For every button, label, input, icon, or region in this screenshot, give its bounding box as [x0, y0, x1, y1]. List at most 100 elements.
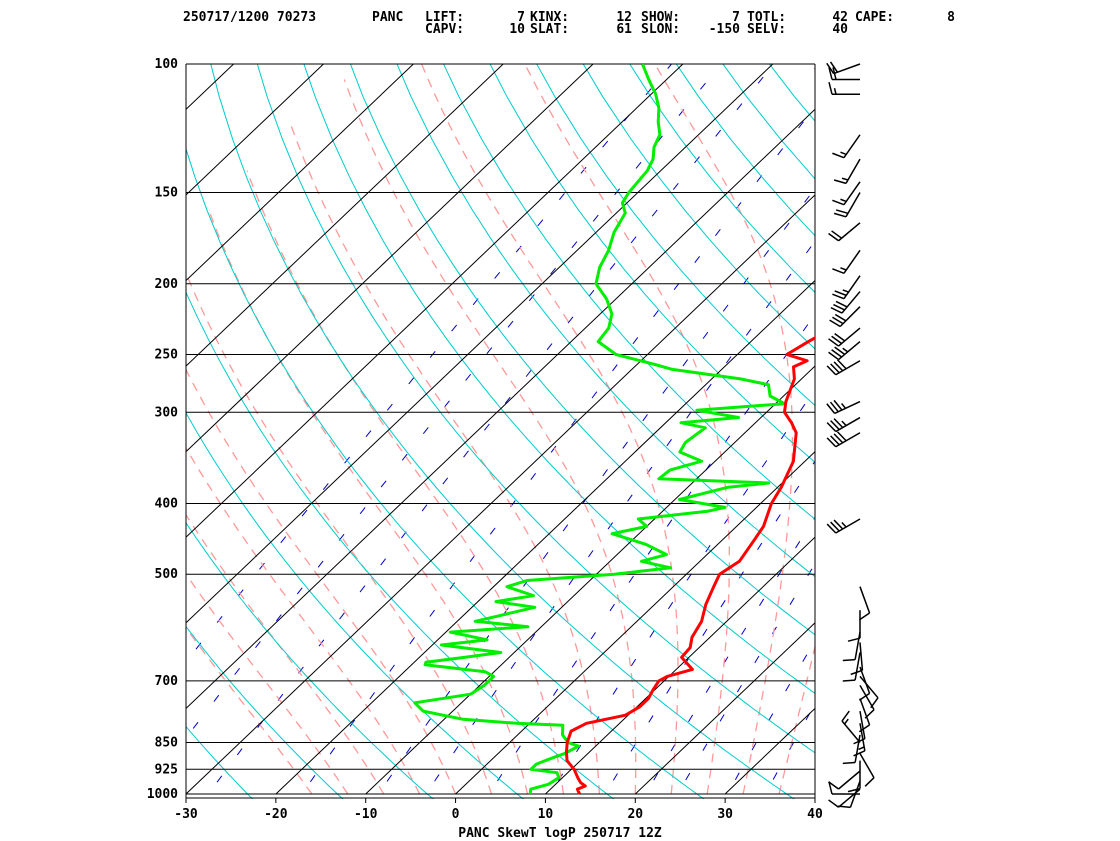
wind-barb-half-feather	[845, 719, 849, 724]
temperature-tick-label: -20	[264, 807, 288, 822]
wind-barb-half-feather	[842, 523, 846, 527]
wind-barb	[859, 587, 869, 620]
wind-barb-half-feather	[840, 152, 846, 154]
wind-barb	[832, 276, 860, 299]
wind-barb-staff	[846, 193, 860, 217]
wind-barb-feather	[865, 778, 874, 787]
wind-barb-staff	[860, 642, 862, 670]
wind-barb	[834, 193, 860, 217]
wind-barb-staff	[846, 159, 860, 183]
pressure-tick-label: 500	[155, 567, 179, 582]
wind-barb-staff	[844, 182, 860, 205]
wind-barb	[829, 771, 860, 789]
wind-barb-feather	[832, 269, 844, 273]
wind-barb-feather	[829, 800, 839, 807]
wind-barb	[827, 62, 860, 74]
wind-barb	[843, 632, 860, 660]
plot-background	[186, 64, 815, 799]
wind-barb-feather	[838, 806, 850, 807]
wind-barb-half-feather	[843, 348, 848, 352]
mixing-ratio-line	[959, 64, 1120, 810]
pressure-tick-label: 850	[155, 735, 179, 750]
wind-barb	[827, 400, 860, 413]
wind-barb	[827, 432, 860, 447]
mixing-ratio-line	[918, 64, 1120, 810]
temperature-tick-label: 20	[627, 807, 643, 822]
pressure-tick-label: 300	[155, 405, 179, 420]
wind-barb	[827, 418, 860, 432]
dry-adiabat-line	[0, 48, 172, 810]
isotherm-line	[0, 64, 144, 794]
pressure-tick-label: 700	[155, 674, 179, 689]
wind-barb	[829, 328, 860, 346]
wind-barb-feather	[835, 291, 847, 295]
wind-barb-staff	[839, 223, 860, 241]
wind-barb	[832, 135, 860, 158]
wind-barb-half-feather	[835, 88, 837, 94]
wind-barb-staff	[844, 250, 860, 273]
wind-barb-feather	[865, 710, 874, 719]
wind-barb-staff	[839, 771, 860, 789]
wind-barb-staff	[860, 587, 870, 613]
wind-barb-staff	[844, 135, 860, 158]
temperature-tick-label: -10	[354, 807, 378, 822]
pressure-tick-label: 200	[155, 277, 179, 292]
temperature-tick-label: -30	[174, 807, 198, 822]
dry-adiabat-line	[1032, 48, 1120, 810]
dry-adiabat-line	[803, 48, 1120, 810]
pressure-tick-label: 150	[155, 186, 179, 201]
pressure-tick-label: 250	[155, 347, 179, 362]
wind-barb-feather	[843, 763, 855, 764]
temperature-axis-labels: -30 -20 -10 0 10 20 30 40	[174, 798, 823, 822]
pressure-tick-label: 925	[155, 762, 178, 777]
wind-barb-half-feather	[840, 199, 846, 201]
pressure-tick-label: 400	[155, 497, 179, 512]
wind-barb	[848, 610, 860, 641]
wind-barb	[829, 82, 860, 94]
mixing-ratio-line	[847, 64, 1120, 810]
wind-barb-staff	[834, 64, 860, 74]
dry-adiabat-line	[1078, 48, 1120, 810]
wind-barb-feather	[829, 82, 832, 94]
wind-barb-feather	[843, 660, 855, 661]
wind-barb	[832, 182, 860, 205]
wind-barb	[860, 753, 874, 786]
wind-barb	[842, 711, 860, 742]
temperature-tick-label: 10	[538, 807, 554, 822]
dry-adiabat-line	[849, 48, 1120, 810]
chart-footer: PANC SkewT logP 250717 12Z	[0, 822, 1120, 841]
wind-barb-feather	[834, 180, 846, 183]
wind-barb-staff	[842, 721, 860, 742]
chart-title: PANC SkewT logP 250717 12Z	[458, 826, 662, 841]
wind-barb-half-feather	[843, 290, 849, 292]
isotherm-line	[905, 64, 1120, 794]
wind-barb	[827, 519, 860, 533]
wind-barb-feather	[871, 698, 878, 708]
wind-barb-feather	[854, 751, 865, 756]
temperature-tick-label: 0	[452, 807, 460, 822]
wind-barbs	[827, 62, 878, 807]
mixing-ratio-line	[882, 64, 1120, 810]
wind-barb	[859, 667, 869, 700]
isotherm-line	[0, 64, 54, 794]
isotherm-line	[815, 64, 1120, 794]
wind-barb	[829, 223, 860, 241]
dry-adiabat-line	[940, 48, 1120, 810]
wind-barb-half-feather	[842, 178, 848, 180]
temperature-tick-label: 30	[717, 807, 733, 822]
wind-barb-feather	[836, 210, 848, 213]
dry-adiabat-line	[0, 48, 81, 810]
wind-barb	[829, 342, 860, 360]
temperature-tick-label: 40	[807, 807, 823, 822]
wind-barb-feather	[832, 294, 844, 298]
dry-adiabat-line	[986, 48, 1120, 810]
wind-barb-feather	[832, 153, 844, 157]
wind-barb-half-feather	[842, 421, 846, 425]
pressure-tick-label: 1000	[147, 787, 178, 802]
wind-barb	[832, 250, 860, 273]
wind-barb-staff	[860, 753, 874, 777]
wind-barb-staff	[835, 402, 860, 414]
wind-barb-half-feather	[859, 747, 865, 750]
